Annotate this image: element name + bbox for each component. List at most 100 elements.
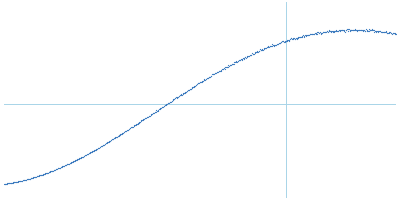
Point [131, 124, 138, 127]
Point [120, 130, 127, 133]
Point [117, 133, 123, 137]
Point [139, 119, 145, 122]
Point [315, 31, 321, 34]
Point [1, 182, 7, 186]
Point [179, 93, 185, 96]
Point [252, 50, 258, 53]
Point [64, 163, 70, 166]
Point [329, 30, 336, 34]
Point [238, 58, 245, 61]
Point [362, 29, 368, 32]
Point [89, 150, 96, 153]
Point [209, 73, 215, 76]
Point [280, 40, 286, 43]
Point [311, 32, 317, 36]
Point [86, 152, 92, 155]
Point [266, 45, 272, 48]
Point [178, 93, 184, 96]
Point [77, 156, 83, 160]
Point [64, 163, 71, 166]
Point [208, 74, 214, 77]
Point [79, 155, 86, 159]
Point [40, 173, 46, 176]
Point [114, 135, 120, 138]
Point [374, 30, 381, 33]
Point [128, 125, 135, 129]
Point [367, 29, 373, 32]
Point [216, 70, 222, 73]
Point [102, 142, 108, 146]
Point [136, 122, 142, 125]
Point [323, 31, 329, 34]
Point [87, 151, 94, 154]
Point [327, 29, 333, 32]
Point [31, 176, 37, 179]
Point [55, 167, 62, 170]
Point [113, 136, 119, 139]
Point [115, 134, 122, 137]
Point [84, 153, 90, 156]
Point [293, 36, 299, 39]
Point [228, 63, 234, 66]
Point [118, 132, 125, 135]
Point [39, 173, 45, 176]
Point [41, 172, 47, 176]
Point [368, 28, 374, 31]
Point [352, 28, 359, 32]
Point [346, 29, 353, 32]
Point [288, 37, 294, 40]
Point [144, 115, 150, 119]
Point [82, 154, 88, 157]
Point [66, 162, 73, 165]
Point [342, 28, 349, 31]
Point [11, 181, 17, 184]
Point [289, 38, 295, 41]
Point [65, 162, 71, 165]
Point [336, 29, 343, 32]
Point [344, 28, 350, 31]
Point [112, 136, 118, 139]
Point [350, 28, 356, 31]
Point [320, 31, 326, 34]
Point [358, 28, 364, 31]
Point [392, 32, 398, 35]
Point [355, 29, 361, 32]
Point [45, 171, 52, 174]
Point [151, 111, 158, 114]
Point [2, 182, 8, 185]
Point [276, 42, 283, 45]
Point [171, 98, 177, 101]
Point [326, 30, 332, 33]
Point [165, 102, 172, 105]
Point [166, 101, 172, 104]
Point [230, 62, 236, 65]
Point [321, 31, 327, 34]
Point [217, 69, 223, 72]
Point [100, 144, 106, 147]
Point [138, 119, 145, 122]
Point [189, 86, 195, 89]
Point [298, 35, 304, 38]
Point [115, 135, 121, 138]
Point [150, 111, 156, 115]
Point [160, 104, 167, 107]
Point [83, 153, 89, 157]
Point [386, 31, 393, 34]
Point [257, 49, 264, 52]
Point [43, 172, 49, 175]
Point [333, 28, 340, 31]
Point [110, 138, 116, 141]
Point [94, 147, 100, 150]
Point [40, 173, 46, 176]
Point [212, 72, 218, 75]
Point [237, 58, 244, 61]
Point [190, 85, 197, 88]
Point [162, 103, 169, 106]
Point [354, 29, 360, 32]
Point [290, 37, 296, 40]
Point [308, 33, 315, 36]
Point [111, 136, 118, 140]
Point [249, 52, 255, 55]
Point [331, 29, 337, 32]
Point [62, 164, 68, 167]
